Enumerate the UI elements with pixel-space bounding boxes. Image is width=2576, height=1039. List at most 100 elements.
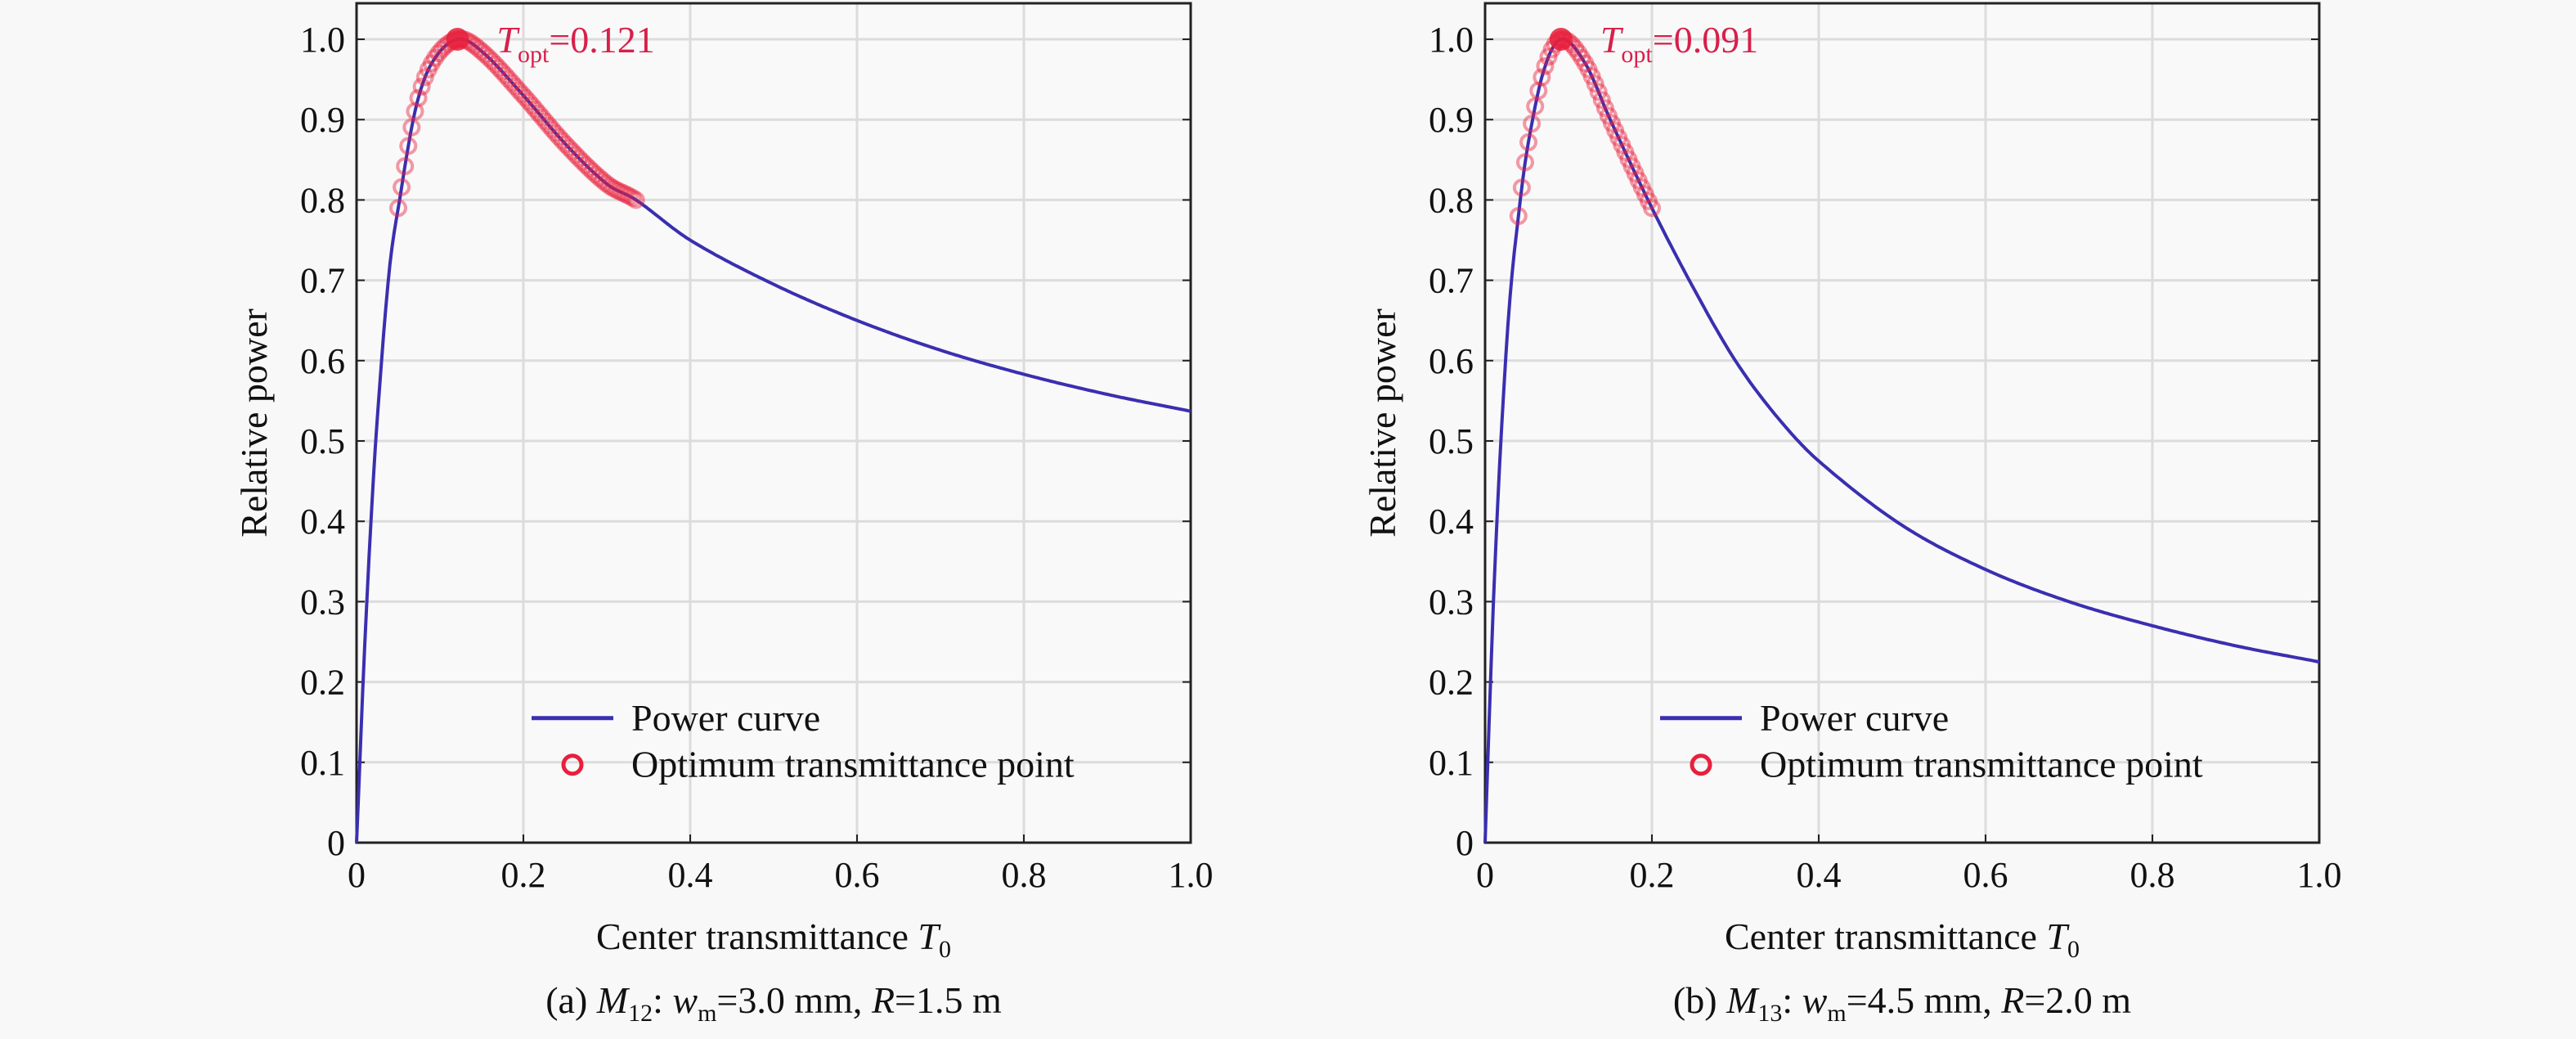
optimum-point-marker — [482, 52, 501, 70]
x-tick-label: 0.8 — [2130, 855, 2175, 895]
optimum-point-marker — [476, 45, 495, 64]
optimum-point-marker — [1606, 121, 1625, 140]
optimum-point-marker — [422, 54, 441, 73]
optimum-point-marker — [533, 108, 552, 127]
x-tick-label: 1.0 — [2297, 855, 2342, 895]
optimum-point-marker — [590, 168, 608, 187]
legend: Power curve Optimum transmittance point — [532, 697, 1075, 785]
legend-marker-swatch — [1690, 753, 1712, 776]
optimum-point-marker — [466, 37, 485, 56]
optimum-point-marker — [1639, 191, 1658, 210]
x-axis-label-text: Center transmittance — [1725, 915, 2046, 957]
optimum-point-marker — [506, 77, 525, 96]
x-tick-label: 0.6 — [835, 855, 880, 895]
y-tick-label: 0.2 — [1429, 663, 1474, 703]
optimum-point-marker — [556, 135, 575, 154]
x-axis-label-symbol: T — [918, 915, 941, 957]
optimum-point-marker — [396, 157, 415, 176]
optimum-point-marker — [389, 199, 407, 218]
caption-w-subscript: m — [698, 1000, 716, 1027]
caption-w-value: =3.0 mm, — [716, 979, 872, 1021]
caption-r-value: =1.5 m — [895, 979, 1002, 1021]
optimum-point-marker — [513, 85, 532, 104]
peak-marker — [446, 28, 469, 51]
optimum-point-marker — [492, 62, 511, 81]
optimum-point-marker — [620, 187, 639, 205]
y-tick-label: 0.8 — [1429, 180, 1474, 220]
optimum-point-marker — [613, 183, 632, 202]
topt-annotation: Topt=0.091 — [1600, 19, 1758, 68]
optimum-point-marker — [426, 48, 445, 67]
optimum-point-marker — [1533, 68, 1551, 87]
optimum-point-marker — [429, 44, 448, 63]
optimum-point-marker — [1636, 185, 1654, 204]
x-tick-label: 0.6 — [1963, 855, 2008, 895]
optimum-point-marker — [399, 137, 418, 155]
optimum-point-marker — [433, 40, 451, 59]
y-tick-label: 0.5 — [1429, 421, 1474, 461]
caption-w: w — [672, 979, 698, 1021]
optimum-point-marker — [607, 180, 626, 199]
legend-label-power-curve: Power curve — [1760, 697, 1949, 739]
optimum-point-marker — [1599, 106, 1618, 125]
x-tick-label: 0.2 — [1630, 855, 1675, 895]
optimum-point-marker — [503, 74, 522, 92]
optimum-point-marker — [409, 88, 428, 107]
optimum-point-marker — [559, 138, 578, 157]
y-tick-label: 1.0 — [300, 20, 345, 60]
x-tick-label: 0 — [1476, 855, 1494, 895]
optimum-point-marker — [1589, 83, 1608, 101]
optimum-point-marker — [550, 128, 568, 146]
caption-m: M — [1726, 979, 1760, 1021]
annotation-value: =0.121 — [549, 19, 654, 61]
optimum-point-marker — [415, 68, 434, 87]
optimum-point-marker — [1529, 81, 1548, 100]
optimum-point-marker — [1643, 199, 1661, 218]
x-tick-label: 1.0 — [1169, 855, 1214, 895]
legend-label-optimum-point: Optimum transmittance point — [631, 744, 1075, 785]
y-tick-label: 0.9 — [1429, 100, 1474, 140]
optimum-point-marker — [393, 178, 411, 196]
optimum-point-marker — [1586, 74, 1604, 93]
optimum-point-marker — [583, 162, 602, 181]
y-tick-label: 0 — [1456, 823, 1474, 863]
optimum-point-marker — [1632, 178, 1651, 197]
power-curve-line — [355, 37, 1192, 843]
y-axis-label: Relative power — [1362, 308, 1403, 537]
optimum-point-marker — [1582, 67, 1601, 86]
y-tick-label: 0.1 — [1429, 743, 1474, 783]
optimum-point-marker — [1579, 60, 1598, 79]
annotation-symbol: T — [496, 19, 520, 61]
optimum-point-marker — [1619, 150, 1638, 169]
optimum-point-marker — [1515, 153, 1534, 172]
optimum-point-marker — [546, 124, 565, 142]
y-tick-label: 0.7 — [300, 261, 345, 301]
y-tick-label: 0.6 — [1429, 341, 1474, 381]
figure-caption: (a) M12: wm=3.0 mm, R=1.5 m — [545, 979, 1002, 1027]
annotation-subscript: opt — [1621, 41, 1653, 68]
caption-w-subscript: m — [1827, 1000, 1846, 1027]
optimum-point-marker — [1622, 157, 1641, 176]
caption-r: R — [871, 979, 895, 1021]
figure-caption: (b) M13: wm=4.5 mm, R=2.0 m — [1673, 979, 2131, 1027]
x-axis-label-subscript: 0 — [939, 936, 951, 963]
y-tick-label: 0.9 — [300, 100, 345, 140]
y-tick-label: 1.0 — [1429, 20, 1474, 60]
x-axis-label-subscript: 0 — [2067, 936, 2080, 963]
caption-colon: : — [1782, 979, 1802, 1021]
y-axis-label: Relative power — [233, 308, 275, 537]
y-tick-label: 0.1 — [300, 743, 345, 783]
optimum-point-marker — [577, 155, 595, 174]
caption-w: w — [1802, 979, 1828, 1021]
optimum-point-marker — [543, 120, 562, 139]
optimum-point-marker — [529, 104, 548, 123]
caption-m-subscript: 12 — [628, 1000, 653, 1027]
caption-colon: : — [653, 979, 672, 1021]
optimum-point-marker — [567, 146, 586, 164]
optimum-point-marker — [1626, 164, 1645, 182]
optimum-point-marker — [1595, 99, 1614, 118]
y-tick-label: 0.3 — [1429, 582, 1474, 622]
optimum-point-marker — [406, 102, 424, 121]
optimum-point-marker — [1509, 207, 1528, 226]
legend-label-optimum-point: Optimum transmittance point — [1760, 744, 2203, 785]
